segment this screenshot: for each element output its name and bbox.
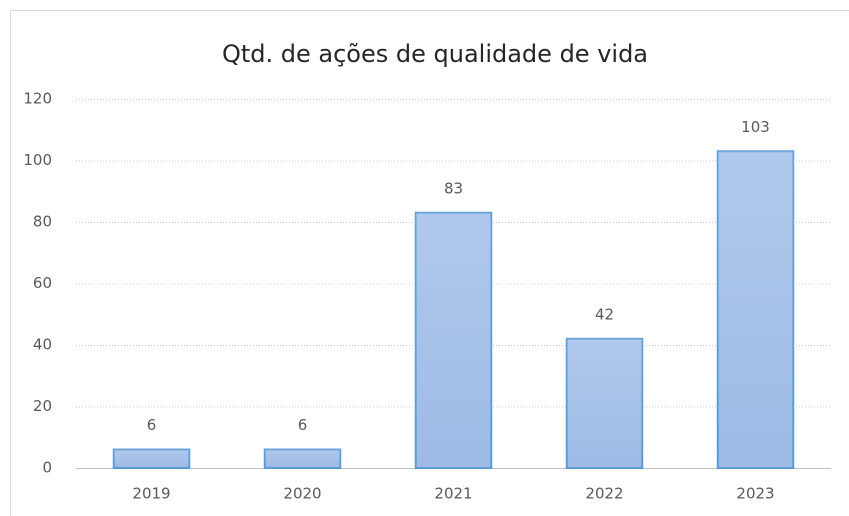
y-tick-label: 60 bbox=[33, 274, 52, 292]
bar-shine bbox=[113, 449, 190, 468]
y-tick-label: 0 bbox=[42, 459, 52, 477]
y-tick-label: 40 bbox=[33, 336, 52, 354]
x-tick-label: 2023 bbox=[736, 485, 774, 503]
x-tick-label: 2022 bbox=[585, 485, 623, 503]
data-label: 83 bbox=[444, 179, 463, 197]
bar-shine bbox=[264, 449, 341, 468]
y-tick-label: 100 bbox=[23, 151, 52, 169]
bar-shine bbox=[566, 338, 643, 468]
y-tick-label: 120 bbox=[23, 90, 52, 108]
y-tick-label: 80 bbox=[33, 213, 52, 231]
y-tick-label: 20 bbox=[33, 397, 52, 415]
data-label: 6 bbox=[298, 416, 308, 434]
x-tick-label: 2021 bbox=[434, 485, 472, 503]
data-label: 6 bbox=[147, 416, 157, 434]
x-tick-label: 2019 bbox=[132, 485, 170, 503]
data-label: 42 bbox=[595, 305, 614, 323]
chart-title: Qtd. de ações de qualidade de vida bbox=[222, 40, 648, 68]
bar-shine bbox=[415, 212, 492, 468]
x-tick-label: 2020 bbox=[283, 485, 321, 503]
data-label: 103 bbox=[741, 118, 770, 136]
bar-shine bbox=[717, 151, 794, 468]
